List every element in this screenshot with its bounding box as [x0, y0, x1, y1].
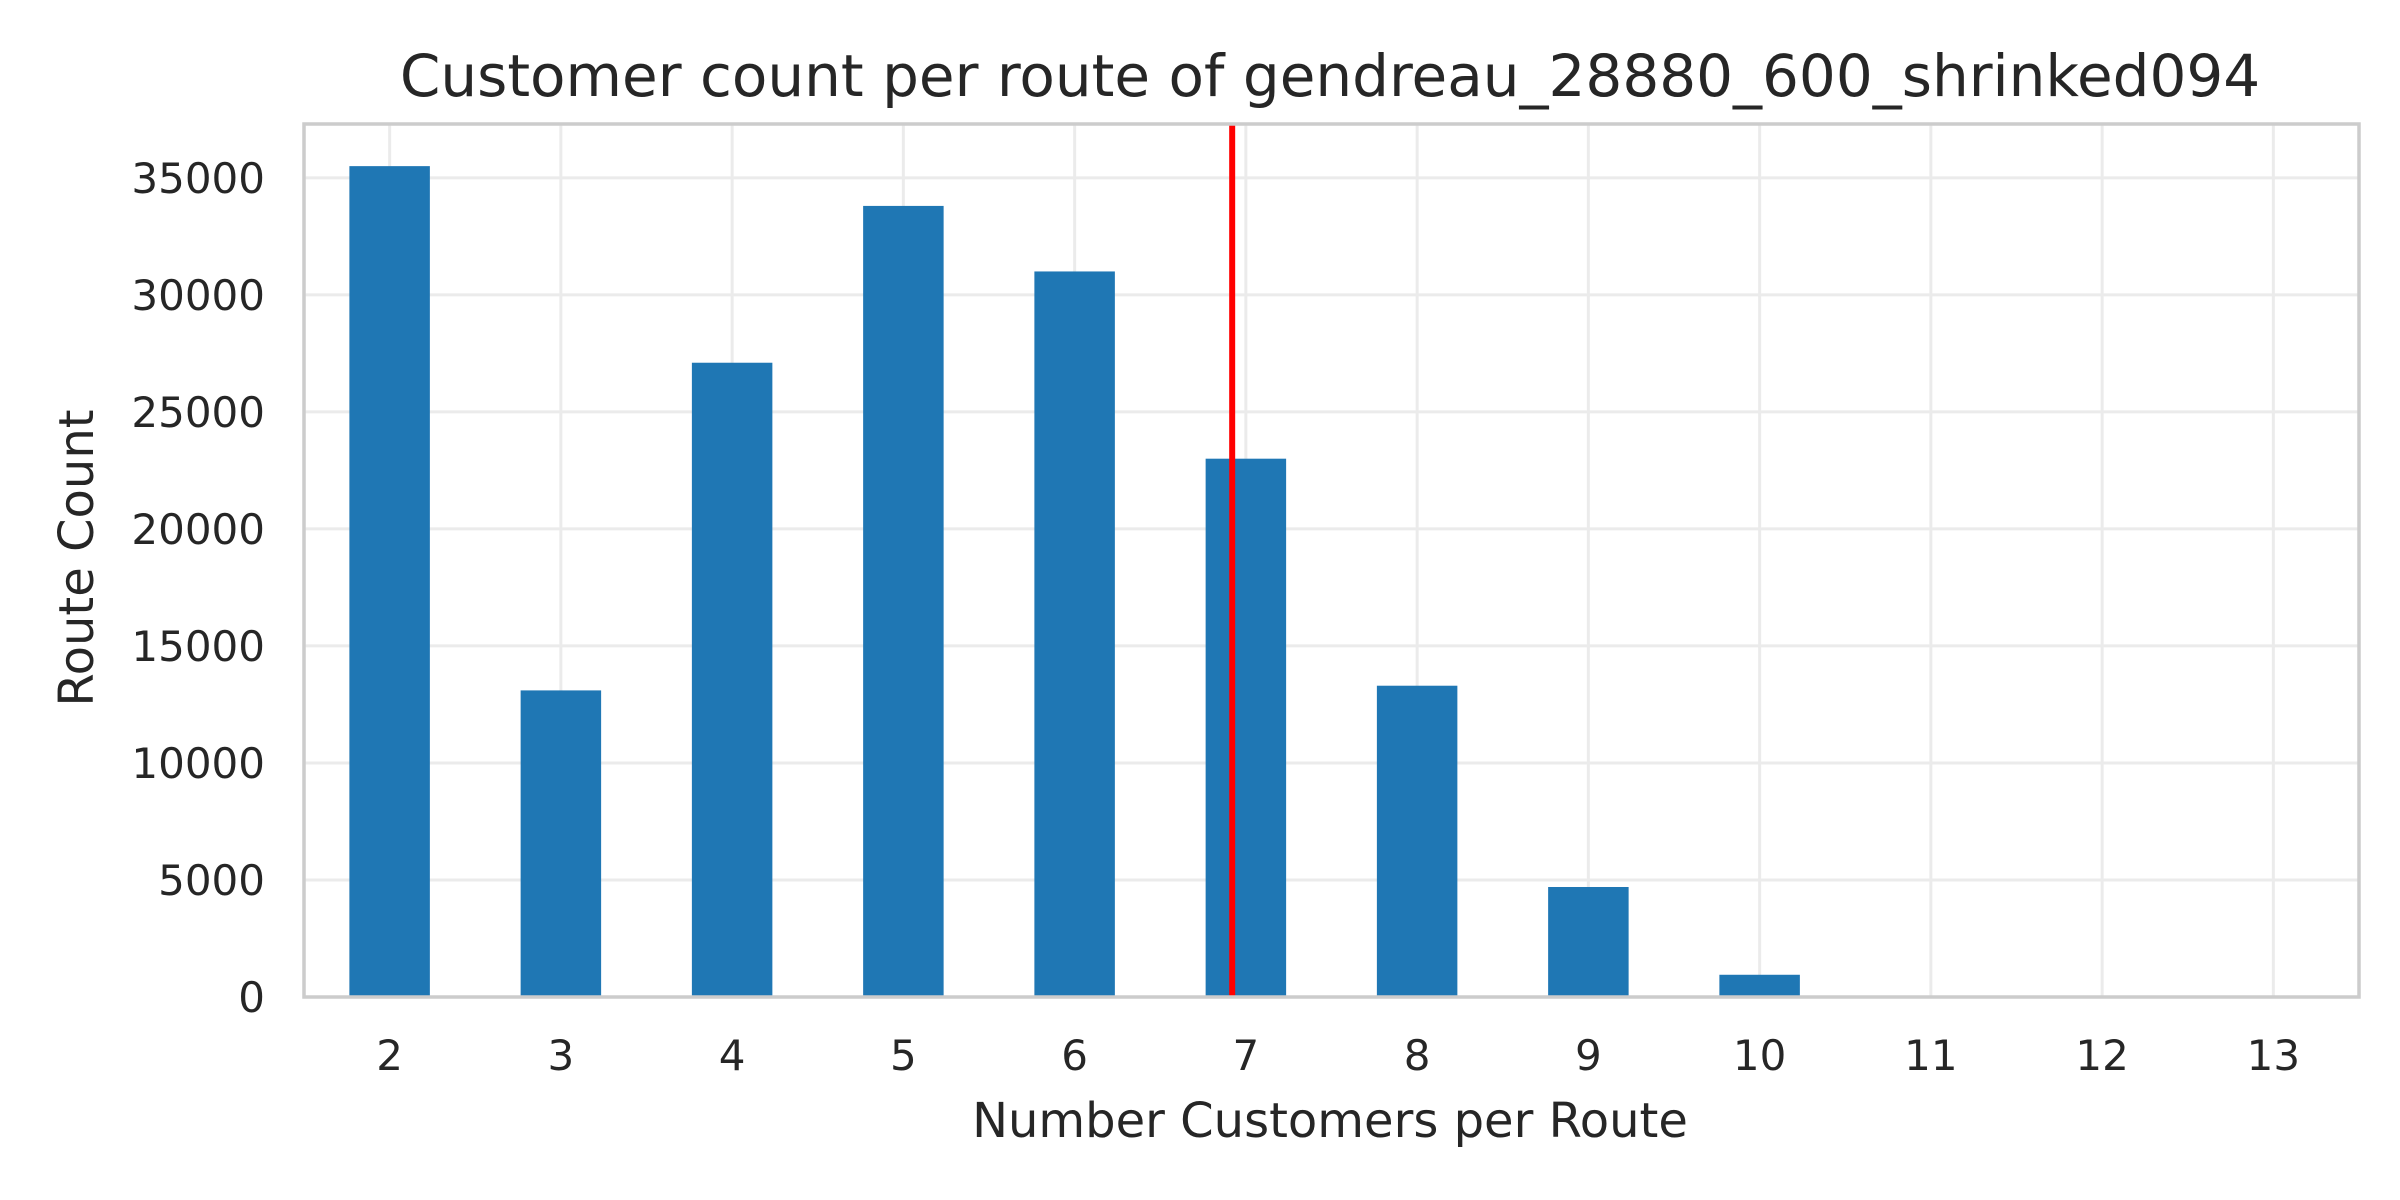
x-tick-label: 9 [1575, 1031, 1602, 1080]
y-tick-label: 0 [238, 973, 265, 1022]
bar-8 [1376, 685, 1458, 997]
x-tick-label: 12 [2075, 1031, 2128, 1080]
x-tick-label: 3 [548, 1031, 575, 1080]
y-tick-label: 15000 [131, 622, 265, 671]
y-tick-label: 20000 [131, 505, 265, 554]
x-tick-label: 8 [1404, 1031, 1431, 1080]
x-tick-label: 11 [1904, 1031, 1957, 1080]
bar-6 [1034, 271, 1115, 997]
x-tick-label: 13 [2247, 1031, 2300, 1080]
y-tick-labels: 0 5000 10000 15000 20000 25000 30000 35000 [131, 154, 265, 1022]
x-tick-label: 4 [719, 1031, 746, 1080]
x-tick-label: 5 [890, 1031, 917, 1080]
x-tick-label: 7 [1233, 1031, 1260, 1080]
bar-4 [691, 362, 773, 997]
bar-9 [1548, 886, 1629, 997]
y-tick-label: 10000 [131, 739, 265, 788]
bar-7 [1205, 458, 1287, 998]
y-tick-label: 35000 [131, 154, 265, 203]
chart-title: Customer count per route of gendreau_288… [400, 42, 2260, 110]
y-axis-label: Route Count [49, 409, 105, 706]
bars-layer [349, 166, 1800, 998]
bar-5 [863, 205, 944, 998]
x-tick-label: 2 [376, 1031, 403, 1080]
plot-frame [302, 122, 2361, 999]
y-tick-label: 5000 [158, 856, 265, 905]
bar-3 [520, 690, 602, 997]
bar-2 [349, 166, 430, 998]
x-tick-label: 6 [1061, 1031, 1088, 1080]
y-tick-label: 25000 [131, 388, 265, 437]
y-tick-label: 30000 [131, 271, 265, 320]
x-axis-label: Number Customers per Route [972, 1093, 1688, 1149]
x-tick-labels: 2 3 4 5 6 7 8 9 10 11 12 13 [376, 1031, 2300, 1080]
bar-10 [1719, 974, 1800, 997]
x-tick-label: 10 [1733, 1031, 1786, 1080]
